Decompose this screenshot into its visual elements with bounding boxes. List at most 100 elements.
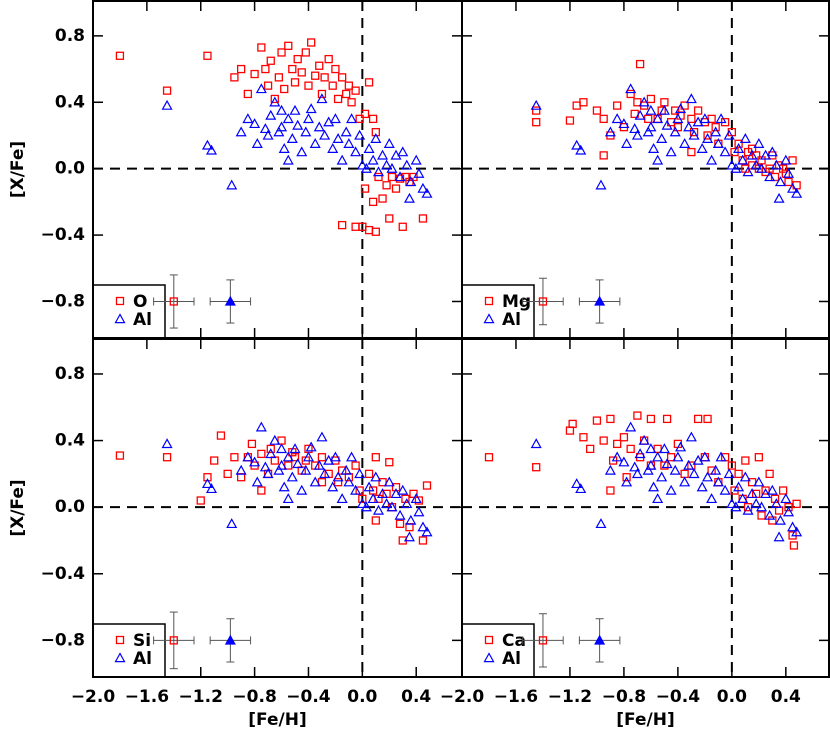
scatter-point xyxy=(592,106,602,115)
scatter-point xyxy=(778,486,788,495)
scatter-point xyxy=(302,113,314,124)
scatter-point xyxy=(417,182,429,193)
scatter-point xyxy=(297,68,306,77)
scatter-point xyxy=(715,451,727,462)
legend-marker xyxy=(484,635,494,645)
y-tick-label: −0.8 xyxy=(41,630,85,650)
scatter-point xyxy=(360,162,372,173)
scatter-point xyxy=(350,484,362,495)
scatter-point xyxy=(669,126,681,137)
scatter-point xyxy=(421,187,433,198)
scatter-point xyxy=(635,59,645,69)
scatter-point xyxy=(711,123,720,132)
scatter-point xyxy=(575,483,587,494)
scatter-point xyxy=(787,521,799,532)
scatter-point xyxy=(622,473,631,482)
scatter-point xyxy=(305,103,317,114)
x-tick-label: −1.6 xyxy=(125,687,169,707)
scatter-point xyxy=(753,138,765,148)
scatter-point xyxy=(216,431,226,440)
scatter-point xyxy=(300,126,312,137)
scatter-point xyxy=(642,126,654,137)
scatter-point xyxy=(351,222,360,231)
scatter-point xyxy=(292,119,304,130)
scatter-point xyxy=(634,448,646,459)
error-center xyxy=(224,634,236,645)
scatter-point xyxy=(625,83,637,94)
y-tick-label: 0.4 xyxy=(55,431,85,451)
scatter-point xyxy=(360,184,370,193)
scatter-point xyxy=(296,484,308,495)
scatter-point xyxy=(282,493,294,504)
scatter-point xyxy=(235,126,247,137)
scatter-point xyxy=(319,129,331,140)
scatter-point xyxy=(282,154,294,165)
scatter-point xyxy=(789,541,799,550)
scatter-point xyxy=(606,486,615,495)
scatter-point xyxy=(328,81,337,90)
scatter-point xyxy=(284,41,293,50)
axes-frame xyxy=(461,338,830,678)
scatter-point xyxy=(644,114,653,124)
scatter-point xyxy=(371,227,380,236)
legend-marker xyxy=(114,313,126,324)
legend-box xyxy=(92,623,166,678)
scatter-point xyxy=(687,147,696,157)
scatter-point xyxy=(723,129,735,140)
scatter-point xyxy=(394,509,406,520)
scatter-point xyxy=(162,86,172,95)
scatter-point xyxy=(378,194,387,203)
scatter-point xyxy=(290,78,300,87)
panel: −2.0 −1.6 −1.2 −0.8 −0.4 0.0 0.4 −0.8 −0.4 0.0 0.4… xyxy=(8,338,463,730)
scatter-point xyxy=(293,54,302,64)
scatter-point xyxy=(788,156,797,165)
scatter-point xyxy=(734,469,743,479)
scatter-point xyxy=(372,504,385,515)
scatter-point xyxy=(367,154,379,165)
scatter-point xyxy=(642,464,654,475)
scatter-point xyxy=(263,81,273,90)
scatter-point xyxy=(316,431,328,442)
scatter-point xyxy=(276,459,288,470)
scatter-point xyxy=(571,139,583,150)
scatter-point xyxy=(652,493,664,504)
scatter-point xyxy=(313,459,325,470)
scatter-point xyxy=(683,459,695,470)
scatter-point xyxy=(648,481,660,492)
scatter-point xyxy=(791,187,803,198)
scatter-point xyxy=(331,64,340,74)
scatter-point xyxy=(273,464,285,475)
legend-label: Al xyxy=(133,649,152,669)
scatter-point xyxy=(320,73,329,82)
scatter-point xyxy=(629,461,641,472)
scatter-point xyxy=(595,179,607,190)
scatter-point xyxy=(665,484,677,495)
scatter-point xyxy=(699,113,711,124)
scatter-point xyxy=(679,138,691,148)
scatter-point xyxy=(368,197,378,207)
x-tick-label: −0.8 xyxy=(232,687,276,707)
scatter-point xyxy=(262,468,274,479)
scatter-point xyxy=(257,449,266,459)
scatter-point xyxy=(249,118,261,129)
scatter-point xyxy=(739,133,751,143)
scatter-point xyxy=(672,451,684,462)
scatter-point xyxy=(350,146,362,157)
x-tick-label: −1.2 xyxy=(179,687,223,707)
scatter-point xyxy=(317,478,327,487)
x-tick-label: 0.0 xyxy=(347,687,377,707)
scatter-point xyxy=(575,144,587,155)
scatter-point xyxy=(712,138,724,148)
scatter-point xyxy=(618,118,630,129)
x-tick-label: 0.4 xyxy=(771,687,801,707)
scatter-point xyxy=(737,154,749,165)
scatter-point xyxy=(242,451,254,462)
scatter-point xyxy=(764,509,776,520)
scatter-point xyxy=(265,109,277,120)
scatter-point xyxy=(360,109,370,119)
scatter-point xyxy=(746,149,758,160)
legend-label: O xyxy=(133,292,147,312)
y-tick-label: 0.0 xyxy=(55,159,85,179)
scatter-point xyxy=(742,166,754,177)
scatter-point xyxy=(354,468,366,479)
